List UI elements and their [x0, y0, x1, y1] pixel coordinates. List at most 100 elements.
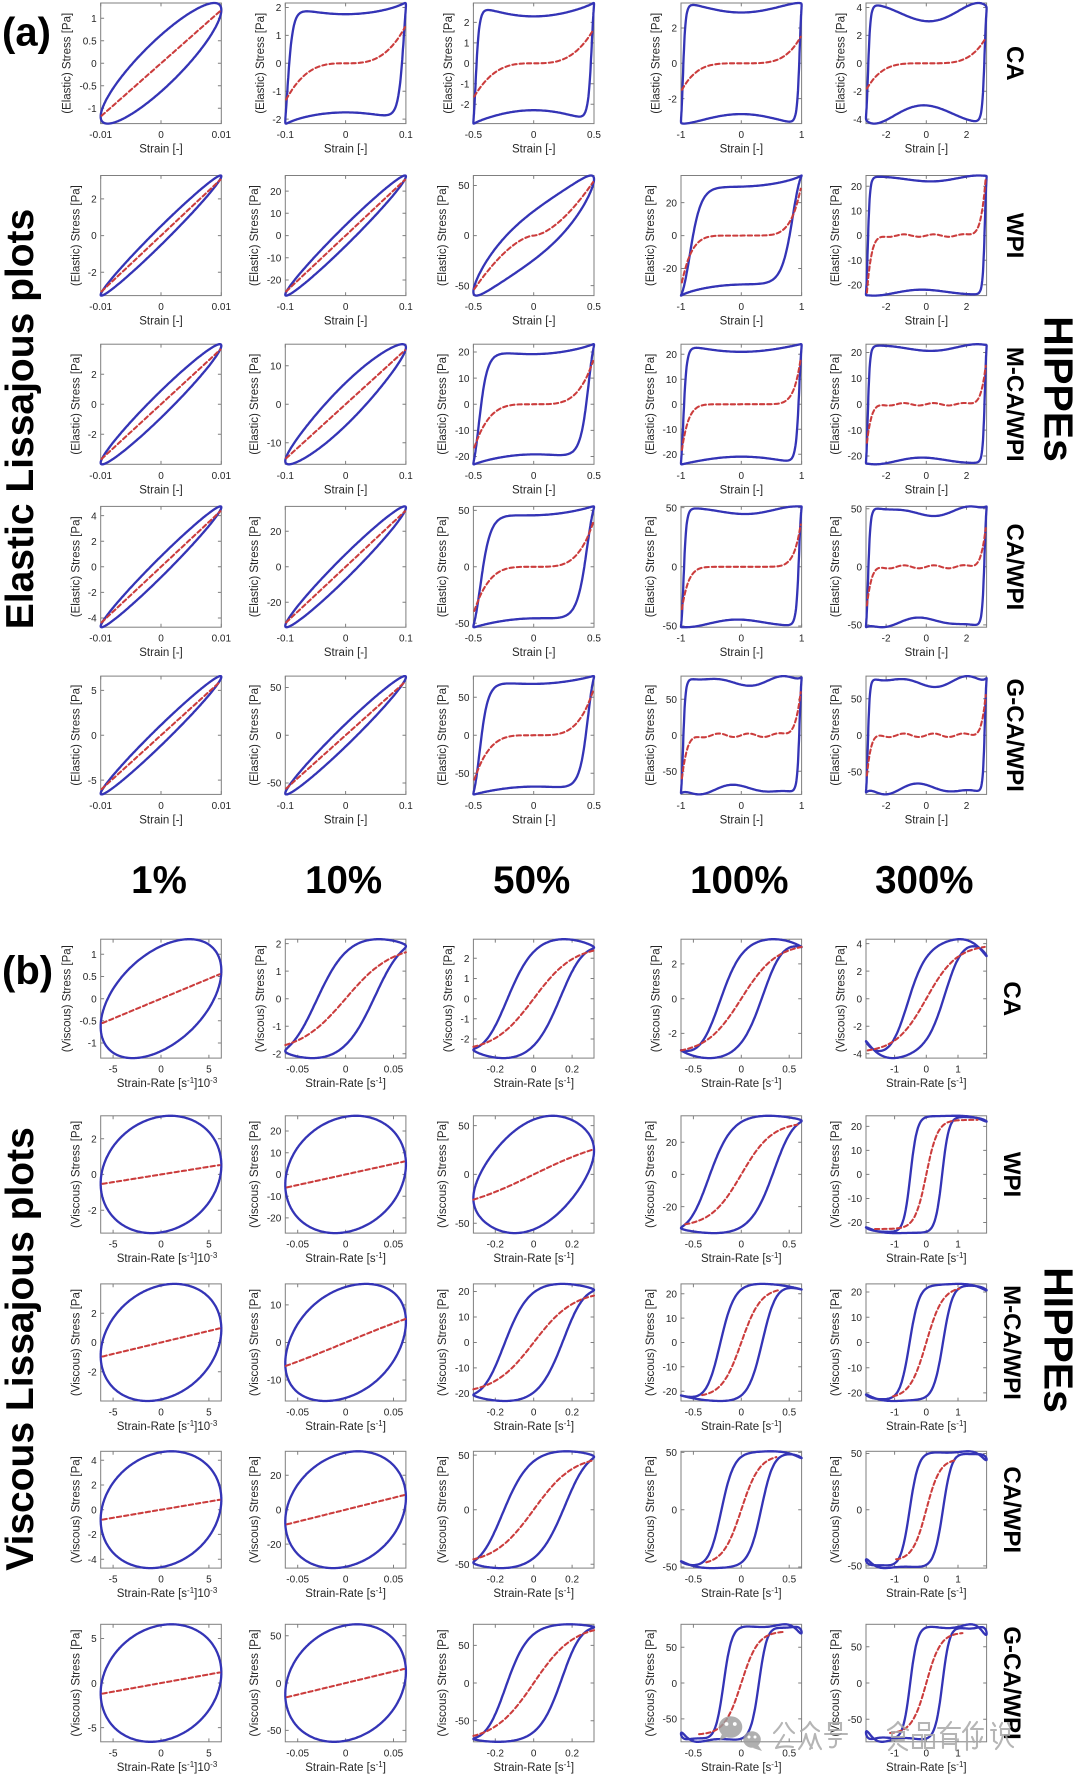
svg-text:0: 0	[343, 471, 349, 482]
svg-text:0: 0	[924, 471, 930, 482]
svg-text:Strain-Rate [s-1]: Strain-Rate [s-1]	[493, 1760, 574, 1774]
svg-text:-0.01: -0.01	[89, 634, 112, 645]
svg-text:0: 0	[671, 1338, 677, 1349]
svg-text:Strain-Rate [s-1]: Strain-Rate [s-1]	[701, 1586, 782, 1600]
svg-text:0.05: 0.05	[384, 1575, 404, 1586]
svg-text:20: 20	[851, 182, 863, 193]
svg-text:(Viscous) Stress [Pa]: (Viscous) Stress [Pa]	[830, 1289, 842, 1396]
svg-text:(Viscous) Stress [Pa]: (Viscous) Stress [Pa]	[70, 1289, 82, 1396]
svg-text:0.5: 0.5	[83, 972, 97, 983]
svg-text:(Viscous) Stress [Pa]: (Viscous) Stress [Pa]	[249, 1121, 261, 1228]
svg-text:Strain-Rate [s-1]: Strain-Rate [s-1]	[493, 1076, 574, 1090]
svg-text:(Elastic) Stress [Pa]: (Elastic) Stress [Pa]	[249, 185, 261, 286]
svg-text:-50: -50	[455, 1560, 470, 1571]
svg-text:(Viscous) Stress [Pa]: (Viscous) Stress [Pa]	[255, 945, 267, 1052]
svg-text:4: 4	[856, 3, 862, 14]
svg-text:-0.5: -0.5	[465, 130, 483, 141]
svg-text:0.5: 0.5	[782, 1408, 796, 1419]
svg-text:0.5: 0.5	[587, 130, 601, 141]
svg-text:-0.05: -0.05	[286, 1748, 309, 1759]
svg-text:-50: -50	[455, 619, 470, 630]
svg-text:Strain [-]: Strain [-]	[720, 316, 763, 328]
svg-text:-0.05: -0.05	[286, 1065, 309, 1076]
svg-text:20: 20	[270, 1471, 282, 1482]
svg-text:Strain-Rate [s-1]: Strain-Rate [s-1]	[701, 1419, 782, 1433]
svg-text:2: 2	[964, 634, 970, 645]
svg-text:0: 0	[276, 1170, 282, 1181]
svg-text:-4: -4	[88, 1555, 97, 1566]
svg-text:50: 50	[458, 506, 470, 517]
svg-text:0.2: 0.2	[565, 1065, 579, 1076]
svg-text:-50: -50	[455, 281, 470, 292]
svg-text:0.2: 0.2	[565, 1240, 579, 1251]
svg-text:(Viscous) Stress [Pa]: (Viscous) Stress [Pa]	[437, 1289, 449, 1396]
svg-text:-1: -1	[677, 471, 686, 482]
svg-text:-1: -1	[677, 302, 686, 313]
svg-text:1: 1	[91, 950, 97, 961]
svg-text:-10: -10	[267, 1376, 282, 1387]
svg-text:(Viscous) Stress [Pa]: (Viscous) Stress [Pa]	[437, 1629, 449, 1736]
svg-text:(Viscous) Stress [Pa]: (Viscous) Stress [Pa]	[645, 1289, 657, 1396]
svg-text:0.1: 0.1	[399, 801, 413, 812]
svg-text:-2: -2	[88, 1206, 97, 1217]
svg-text:4: 4	[91, 511, 97, 522]
svg-text:0.1: 0.1	[399, 634, 413, 645]
svg-text:(Elastic) Stress [Pa]: (Elastic) Stress [Pa]	[645, 516, 657, 617]
svg-text:0: 0	[276, 400, 282, 411]
svg-text:Strain-Rate [s-1]: Strain-Rate [s-1]	[305, 1586, 386, 1600]
svg-text:-10: -10	[267, 438, 282, 449]
svg-text:5: 5	[206, 1065, 212, 1076]
svg-text:Strain-Rate [s-1]10-3: Strain-Rate [s-1]10-3	[117, 1251, 218, 1265]
svg-text:-1: -1	[890, 1575, 899, 1586]
svg-text:Strain-Rate [s-1]: Strain-Rate [s-1]	[701, 1076, 782, 1090]
svg-text:1: 1	[799, 302, 805, 313]
svg-text:(Elastic) Stress [Pa]: (Elastic) Stress [Pa]	[830, 516, 842, 617]
svg-text:50: 50	[666, 503, 678, 514]
svg-text:1: 1	[91, 14, 97, 25]
svg-text:Strain-Rate [s-1]: Strain-Rate [s-1]	[701, 1251, 782, 1265]
svg-text:-0.01: -0.01	[89, 302, 112, 313]
svg-text:(Viscous) Stress [Pa]: (Viscous) Stress [Pa]	[830, 1121, 842, 1228]
svg-text:2: 2	[91, 1134, 97, 1145]
svg-text:5: 5	[206, 1408, 212, 1419]
svg-text:4: 4	[856, 939, 862, 950]
svg-text:(Elastic) Stress [Pa]: (Elastic) Stress [Pa]	[830, 685, 842, 786]
svg-text:0: 0	[276, 1338, 282, 1349]
svg-text:0: 0	[856, 1679, 862, 1690]
svg-text:-4: -4	[853, 1049, 862, 1060]
svg-text:0: 0	[924, 130, 930, 141]
svg-text:(Viscous) Stress [Pa]: (Viscous) Stress [Pa]	[645, 1456, 657, 1563]
svg-text:50: 50	[666, 695, 678, 706]
svg-text:CA: CA	[1001, 46, 1028, 81]
svg-text:-2: -2	[882, 302, 891, 313]
svg-text:0: 0	[531, 1065, 537, 1076]
svg-text:(Elastic) Stress [Pa]: (Elastic) Stress [Pa]	[437, 685, 449, 786]
svg-text:-2: -2	[668, 1029, 677, 1040]
svg-text:-5: -5	[109, 1065, 118, 1076]
svg-text:-2: -2	[460, 100, 469, 111]
svg-text:(Elastic) Stress [Pa]: (Elastic) Stress [Pa]	[62, 13, 74, 114]
svg-text:-10: -10	[848, 1363, 863, 1374]
svg-text:Strain [-]: Strain [-]	[720, 144, 763, 156]
svg-text:1: 1	[464, 39, 470, 50]
svg-text:-50: -50	[663, 767, 678, 778]
svg-text:10: 10	[270, 1148, 282, 1159]
svg-text:0: 0	[531, 1575, 537, 1586]
svg-text:20: 20	[666, 1138, 678, 1149]
svg-text:Strain-Rate [s-1]: Strain-Rate [s-1]	[886, 1251, 967, 1265]
svg-text:0: 0	[856, 563, 862, 574]
svg-text:0: 0	[739, 302, 745, 313]
svg-text:WPI: WPI	[998, 1152, 1025, 1197]
svg-text:50: 50	[851, 504, 863, 515]
svg-text:(Elastic) Stress [Pa]: (Elastic) Stress [Pa]	[249, 516, 261, 617]
svg-text:G-CA/WPI: G-CA/WPI	[1001, 679, 1028, 792]
svg-text:-0.01: -0.01	[89, 130, 112, 141]
svg-text:(Elastic) Stress [Pa]: (Elastic) Stress [Pa]	[249, 354, 261, 455]
svg-text:-1: -1	[272, 1022, 281, 1033]
svg-text:CA/WPI: CA/WPI	[998, 1466, 1025, 1553]
svg-text:0.5: 0.5	[587, 302, 601, 313]
svg-text:Strain [-]: Strain [-]	[512, 144, 555, 156]
svg-text:5: 5	[206, 1575, 212, 1586]
svg-text:(Viscous) Stress [Pa]: (Viscous) Stress [Pa]	[645, 1629, 657, 1736]
svg-text:-50: -50	[663, 622, 678, 633]
